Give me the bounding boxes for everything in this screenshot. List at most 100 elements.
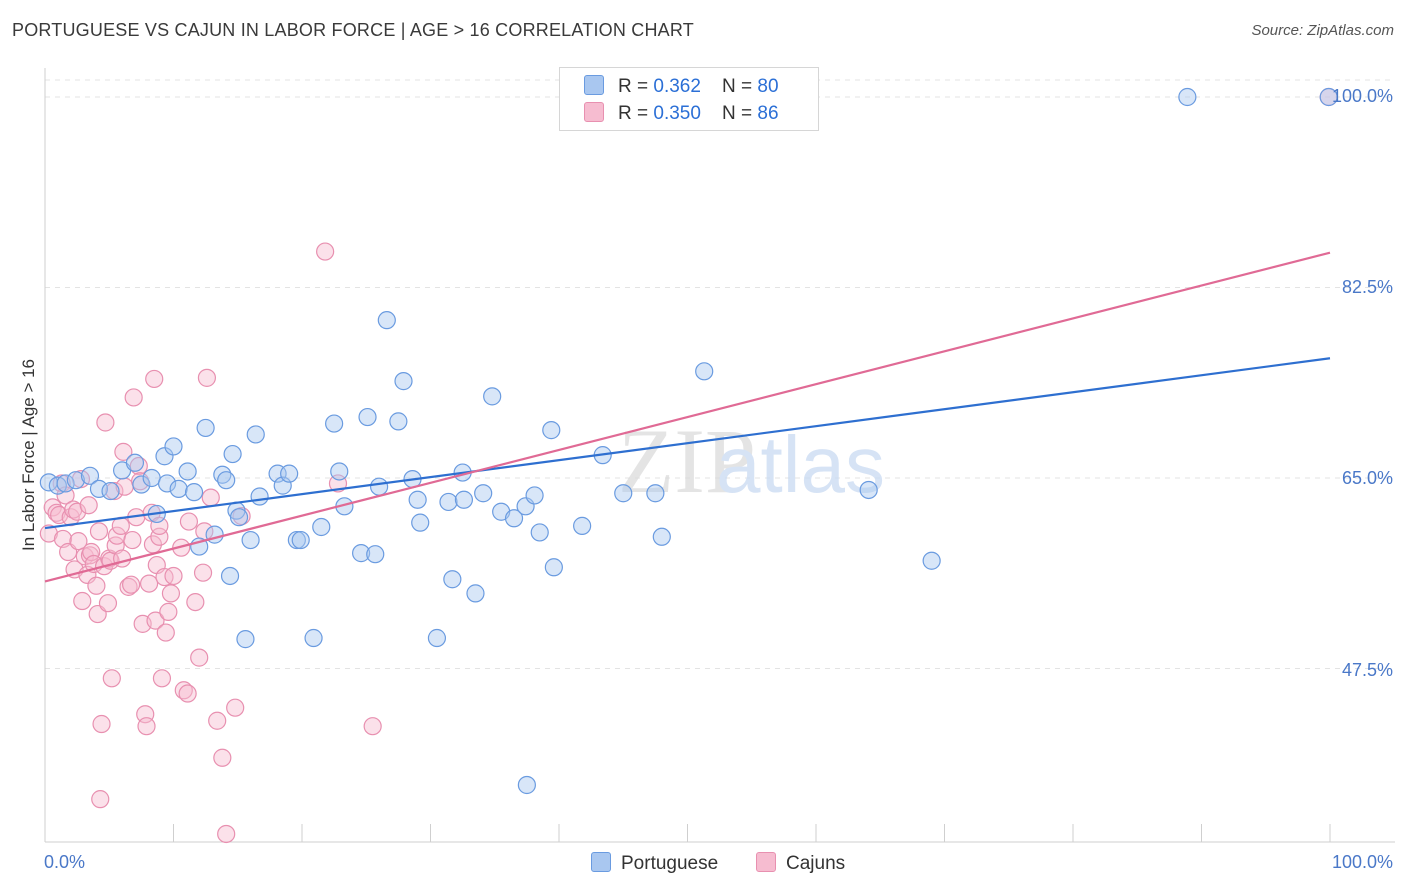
axes xyxy=(44,68,1395,843)
portuguese-point xyxy=(223,444,242,464)
cajuns-point xyxy=(79,496,98,515)
portuguese-point xyxy=(280,464,299,483)
trend-lines xyxy=(44,251,1331,583)
x-tick-100: 100.0% xyxy=(1331,852,1393,872)
cajuns-point xyxy=(226,698,245,717)
bottom-legend-portuguese: Portuguese xyxy=(591,852,718,875)
bottom-legend-label-portuguese: Portuguese xyxy=(621,853,719,874)
cajuns-point xyxy=(164,566,183,586)
portuguese-point xyxy=(614,484,633,503)
cajuns-point xyxy=(193,563,213,582)
cajuns-point xyxy=(50,505,69,525)
portuguese-point xyxy=(229,508,249,527)
bottom-legend-label-cajuns: Cajuns xyxy=(786,853,846,874)
cajuns-point xyxy=(186,592,205,612)
cajuns-point xyxy=(156,623,175,642)
y-tick-47-5: 47.5% xyxy=(1341,660,1393,680)
series-cajuns-points xyxy=(39,87,1338,844)
portuguese-point xyxy=(217,471,236,490)
cajuns-point xyxy=(73,591,92,611)
series-portuguese-points xyxy=(39,87,1338,795)
cajuns-point xyxy=(190,648,209,667)
cajuns-point xyxy=(112,549,132,568)
portuguese-point xyxy=(80,466,100,485)
cajuns-point xyxy=(150,527,169,546)
portuguese-point xyxy=(530,523,549,542)
legend-r-value-portuguese: 0.362 xyxy=(653,76,701,97)
cajuns-point xyxy=(68,502,87,521)
portuguese-point xyxy=(178,462,197,481)
portuguese-point xyxy=(352,544,371,563)
trend-line-portuguese xyxy=(44,357,1331,530)
portuguese-point xyxy=(287,530,306,550)
cajuns-point xyxy=(119,577,138,596)
legend-n-label: N = xyxy=(722,76,758,97)
legend-row-cajuns: R = 0.350 N = 86 xyxy=(584,102,779,128)
portuguese-point xyxy=(56,474,75,493)
cajuns-point xyxy=(105,481,124,501)
portuguese-point xyxy=(922,551,941,570)
portuguese-point xyxy=(504,509,524,528)
portuguese-point xyxy=(646,484,665,503)
cajuns-point xyxy=(145,369,164,389)
portuguese-point xyxy=(89,479,109,498)
cajuns-point xyxy=(179,512,199,531)
portuguese-point xyxy=(304,628,323,648)
portuguese-point xyxy=(66,471,85,490)
portuguese-point xyxy=(366,545,385,564)
portuguese-point xyxy=(196,418,215,438)
correlation-legend: R = 0.362 N = 80 R = 0.350 N = 86 xyxy=(559,67,819,131)
portuguese-point xyxy=(859,480,878,500)
cajuns-point xyxy=(102,669,121,688)
cajuns-point xyxy=(208,711,227,730)
cajuns-point xyxy=(69,532,88,551)
watermark-atlas: atlas xyxy=(716,420,885,509)
cajuns-point xyxy=(96,413,115,432)
cajuns-point xyxy=(161,584,181,603)
portuguese-point xyxy=(573,516,592,535)
portuguese-point xyxy=(377,311,396,330)
y-axis-label: In Labor Force | Age > 16 xyxy=(19,358,38,552)
portuguese-point xyxy=(1178,87,1197,107)
cajuns-point xyxy=(121,575,141,594)
portuguese-point xyxy=(101,481,120,501)
legend-r-value-cajuns: 0.350 xyxy=(653,103,701,124)
cajuns-point xyxy=(159,602,178,621)
portuguese-point xyxy=(411,513,430,532)
cajuns-point xyxy=(363,717,382,736)
portuguese-point xyxy=(474,484,493,503)
portuguese-point xyxy=(389,412,408,431)
portuguese-point xyxy=(408,490,427,509)
portuguese-point xyxy=(483,387,502,406)
portuguese-swatch xyxy=(584,75,604,95)
portuguese-point xyxy=(466,584,485,603)
portuguese-point xyxy=(542,421,561,440)
portuguese-point xyxy=(157,474,177,493)
grid-lines xyxy=(45,79,1395,669)
portuguese-point xyxy=(439,492,458,512)
portuguese-point xyxy=(330,462,349,481)
cajuns-point xyxy=(178,684,197,703)
trend-line-cajuns xyxy=(44,251,1331,583)
portuguese-point xyxy=(652,527,671,546)
portuguese-point xyxy=(525,486,544,505)
portuguese-point xyxy=(443,570,462,589)
cajuns-point xyxy=(201,488,220,507)
portuguese-point xyxy=(220,566,240,586)
bottom-legend-cajuns: Cajuns xyxy=(756,852,845,875)
cajuns-point xyxy=(197,368,217,387)
cajuns-point xyxy=(137,717,156,736)
portuguese-point xyxy=(184,483,204,502)
portuguese-point xyxy=(454,490,474,509)
cajuns-point xyxy=(82,542,101,562)
portuguese-point xyxy=(517,775,536,795)
chart-title: PORTUGUESE VS CAJUN IN LABOR FORCE | AGE… xyxy=(12,20,694,40)
legend-r-label: R = xyxy=(618,103,654,124)
cajuns-point xyxy=(152,669,172,688)
legend-r-label: R = xyxy=(618,76,654,97)
portuguese-point xyxy=(427,628,447,648)
cajuns-point xyxy=(139,574,159,593)
cajuns-point xyxy=(114,442,133,461)
y-tick-82-5: 82.5% xyxy=(1341,277,1393,297)
